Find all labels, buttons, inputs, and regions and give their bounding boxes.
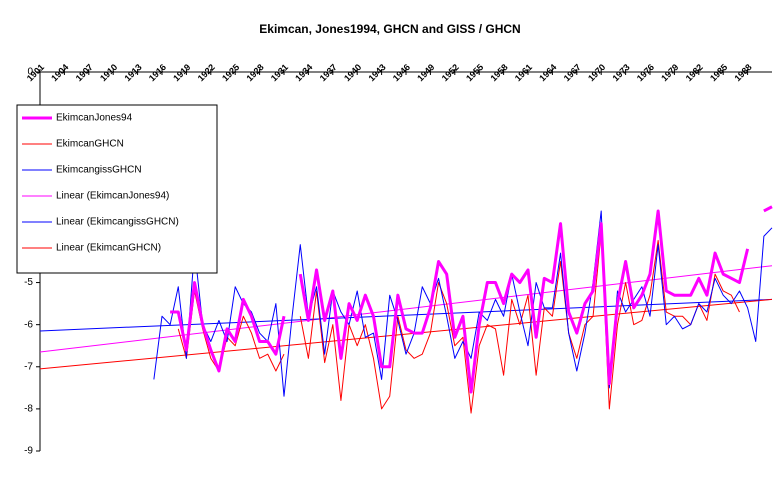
legend-label: Linear (EkimcangissGHCN) — [56, 217, 179, 228]
y-tick-label: -9 — [24, 446, 33, 457]
y-tick-label: 0 — [27, 67, 33, 78]
y-tick-label: -8 — [24, 404, 33, 415]
series-line — [153, 210, 773, 397]
legend: EkimcanJones94 EkimcanGHCN EkimcangissGHCN… — [16, 104, 218, 274]
y-tick-label: -6 — [24, 319, 33, 330]
legend-box — [16, 104, 218, 274]
legend-label: Linear (EkimcanJones94) — [56, 191, 169, 202]
series-line — [170, 205, 773, 394]
trend-line — [39, 298, 773, 370]
chart-title: Ekimcan, Jones1994, GHCN and GISS / GHCN — [259, 22, 520, 36]
trend-line — [39, 265, 773, 353]
trend-line — [39, 298, 773, 332]
legend-label: Linear (EkimcanGHCN) — [56, 243, 161, 254]
y-tick-label: -5 — [24, 277, 33, 288]
legend-label: EkimcanGHCN — [56, 139, 124, 150]
legend-label: EkimcangissGHCN — [56, 165, 142, 176]
legend-label: EkimcanJones94 — [56, 113, 133, 124]
y-tick-label: -7 — [24, 361, 33, 372]
